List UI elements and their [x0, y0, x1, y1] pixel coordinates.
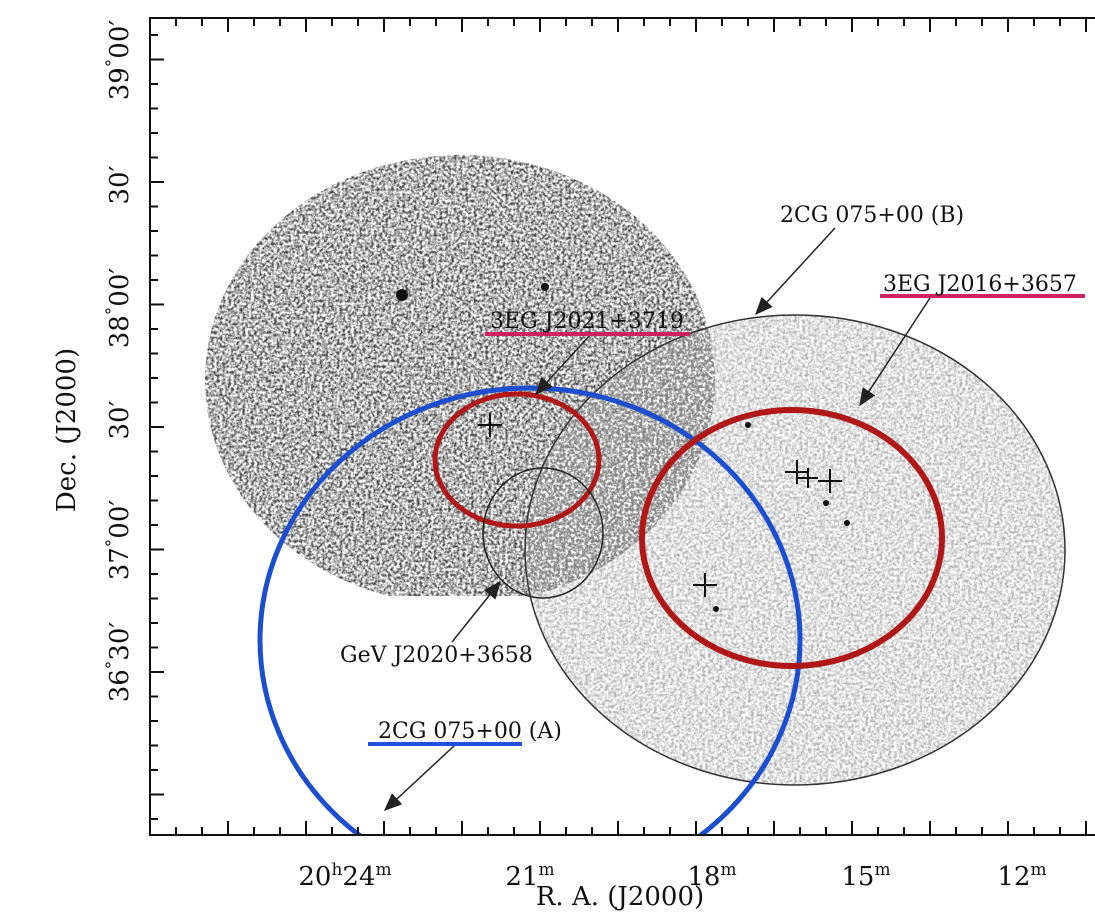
- label-part: 00′: [105, 268, 135, 307]
- label-part: 21: [505, 862, 538, 892]
- y-axis-label: Dec. (J2000): [52, 348, 82, 512]
- label-part: 12: [997, 862, 1030, 892]
- y-tick-label: 38°00′: [103, 268, 135, 349]
- image-area: [205, 155, 1065, 892]
- annotation: 3EG J2016+3657: [883, 272, 1077, 297]
- xray-field-right: [525, 315, 1065, 785]
- label-part: m: [538, 860, 554, 880]
- label-part: 30′: [105, 400, 135, 439]
- y-tick-label: 30′: [105, 165, 135, 204]
- x-axis-label: R. A. (J2000): [536, 882, 704, 912]
- sky-map-figure: 2CG 075+00 (B) 3EG J2016+3657 3EG J2021+…: [0, 0, 1095, 917]
- label-part: m: [720, 860, 736, 880]
- label-part: °: [103, 59, 123, 68]
- label-part: °: [103, 539, 123, 548]
- label-part: 00′: [105, 20, 135, 59]
- label-part: 36: [105, 669, 135, 702]
- label-part: 30′: [105, 165, 135, 204]
- annotation: 2CG 075+00 (B): [780, 203, 964, 228]
- label-part: 38: [105, 315, 135, 348]
- label-part: 30′: [105, 622, 135, 661]
- label-part: 15: [841, 862, 874, 892]
- y-tick-label: 39°00′: [103, 20, 135, 101]
- label-part: 00′: [105, 500, 135, 539]
- label-part: °: [103, 661, 123, 670]
- annotation: 2CG 075+00 (A): [378, 719, 562, 744]
- label-part: m: [1030, 860, 1046, 880]
- label-part: 39: [105, 67, 135, 100]
- y-tick-label: 36°30′: [103, 622, 135, 703]
- label-part: m: [376, 860, 392, 880]
- label-part: m: [874, 860, 890, 880]
- label-part: 24: [342, 862, 375, 892]
- label-part: 18: [687, 862, 720, 892]
- label-part: h: [331, 860, 342, 880]
- label-part: °: [103, 307, 123, 316]
- annotation: 3EG J2021+3719: [490, 309, 684, 334]
- x-tick-label: 12m: [997, 860, 1046, 892]
- y-tick-label: 37°00′: [103, 500, 135, 581]
- label-part: 37: [105, 547, 135, 580]
- x-tick-label: 15m: [841, 860, 890, 892]
- y-tick-label: 30′: [105, 400, 135, 439]
- page: {"axes": { "x_label": "R. A. (J2000)", "…: [0, 0, 1095, 917]
- x-tick-label: 18m: [687, 860, 736, 892]
- label-part: 20: [298, 862, 331, 892]
- annotation: GeV J2020+3658: [340, 643, 533, 668]
- x-tick-label: 20h24m: [298, 860, 391, 892]
